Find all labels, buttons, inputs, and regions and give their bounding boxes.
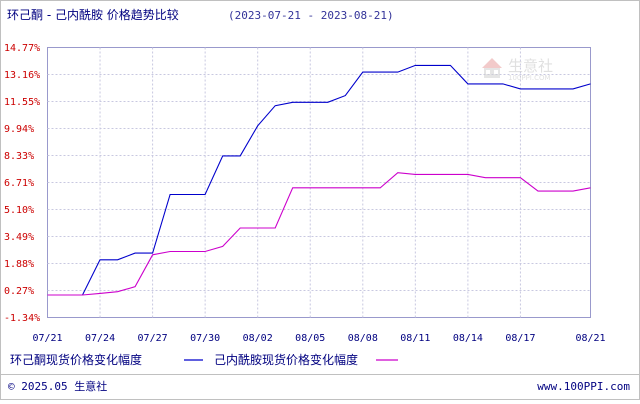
x-tick-label: 07/27 xyxy=(138,333,168,344)
y-tick-label: 6.71% xyxy=(4,178,34,189)
legend: 环己酮现货价格变化幅度 己内酰胺现货价格变化幅度 xyxy=(10,352,398,367)
y-tick-label: 0.27% xyxy=(4,286,34,297)
y-tick-label: -1.34% xyxy=(4,313,40,324)
x-tick-label: 08/14 xyxy=(453,333,483,344)
x-tick-label: 08/02 xyxy=(243,333,273,344)
series-lines xyxy=(47,64,591,296)
y-tick-label: 11.55% xyxy=(4,97,40,108)
footer-site-link[interactable]: www.100PPI.com xyxy=(537,380,630,393)
legend-label-cyclohexanone: 环己酮现货价格变化幅度 xyxy=(10,352,142,367)
x-axis-ticks: 07/21 07/24 07/27 07/30 08/02 08/05 08/08 08/11… xyxy=(32,333,605,344)
footer-copyright: © 2025.05 生意社 xyxy=(8,379,107,393)
y-tick-label: 8.33% xyxy=(4,151,34,162)
y-tick-label: 13.16% xyxy=(4,70,40,81)
watermark-name: 生意社 xyxy=(508,57,553,75)
x-tick-label: 08/17 xyxy=(505,333,535,344)
x-tick-label: 08/05 xyxy=(295,333,325,344)
watermark: 生意社 100PPI.COM xyxy=(482,57,553,82)
watermark-url: 100PPI.COM xyxy=(508,74,551,82)
x-tick-label: 07/30 xyxy=(190,333,220,344)
x-tick-label: 07/24 xyxy=(85,333,115,344)
x-tick-label: 07/21 xyxy=(32,333,62,344)
series-line-cyclohexanone xyxy=(47,64,591,296)
y-tick-label: 9.94% xyxy=(4,124,34,135)
y-tick-label: 14.77% xyxy=(4,43,40,54)
chart-date-range: (2023-07-21 - 2023-08-21) xyxy=(228,9,394,22)
series-line-caprolactam xyxy=(47,172,591,296)
watermark-logo-icon xyxy=(482,58,502,78)
y-tick-label: 5.10% xyxy=(4,205,34,216)
x-tick-label: 08/21 xyxy=(575,333,605,344)
legend-label-caprolactam: 己内酰胺现货价格变化幅度 xyxy=(214,352,358,367)
chart-title: 环己酮 - 己内酰胺 价格趋势比较 xyxy=(7,7,179,22)
x-tick-label: 08/11 xyxy=(400,333,430,344)
y-axis-ticks: 14.77% 13.16% 11.55% 9.94% 8.33% 6.71% 5.10% 3.… xyxy=(4,43,40,324)
x-tick-label: 08/08 xyxy=(348,333,378,344)
y-tick-label: 3.49% xyxy=(4,232,34,243)
y-tick-label: 1.88% xyxy=(4,259,34,270)
